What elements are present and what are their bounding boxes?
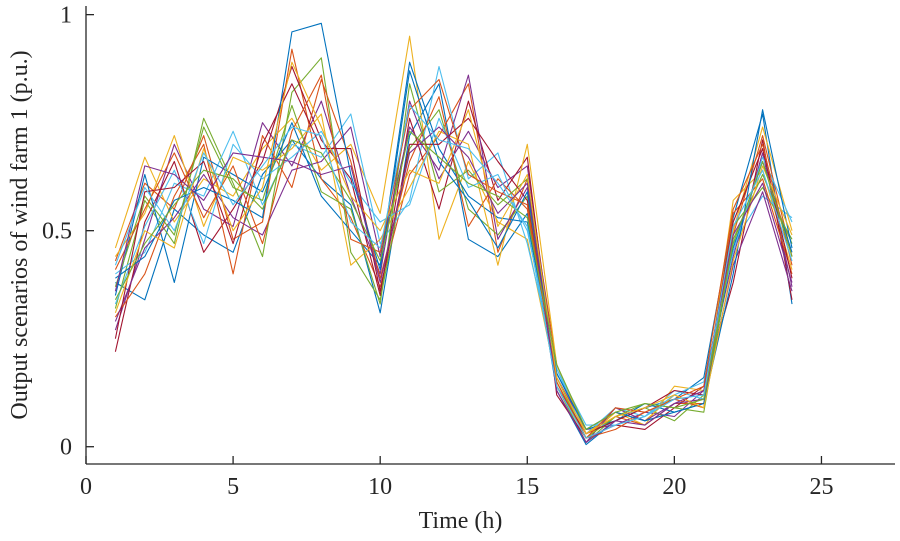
x-ticks: 0 5 10 15 20 25 <box>80 456 833 500</box>
series-line-18 <box>114 126 793 443</box>
series-line-20 <box>114 104 793 439</box>
x-tick-label: 0 <box>80 474 92 500</box>
x-tick-label: 10 <box>368 474 392 500</box>
series-line-2 <box>114 48 793 435</box>
x-tick-label: 25 <box>809 474 833 500</box>
x-tick-label: 20 <box>662 474 686 500</box>
series-line-5 <box>114 57 793 443</box>
series-line-14 <box>114 83 793 435</box>
y-axis-title: Output scenarios of wind farm 1 (p.u.) <box>7 50 33 419</box>
series-line-17 <box>114 61 793 435</box>
series-line-19 <box>114 130 793 430</box>
series-line-8 <box>114 61 793 430</box>
series-line-15 <box>115 22 793 430</box>
series-line-16 <box>114 74 793 439</box>
series-line-11 <box>114 74 793 443</box>
series-line-12 <box>114 83 793 439</box>
x-axis-title: Time (h) <box>419 508 503 534</box>
series-line-3 <box>114 35 793 439</box>
x-tick-label: 5 <box>227 474 239 500</box>
series-line-9 <box>114 78 793 439</box>
y-tick-label: 1 <box>60 3 72 29</box>
x-tick-label: 15 <box>515 474 539 500</box>
series-line-4 <box>114 100 793 430</box>
y-tick-label: 0.5 <box>42 219 72 245</box>
series-line-10 <box>114 113 793 435</box>
y-tick-label: 0 <box>60 435 72 461</box>
plot-lines <box>114 22 793 446</box>
y-ticks: 00.51 <box>42 3 94 461</box>
